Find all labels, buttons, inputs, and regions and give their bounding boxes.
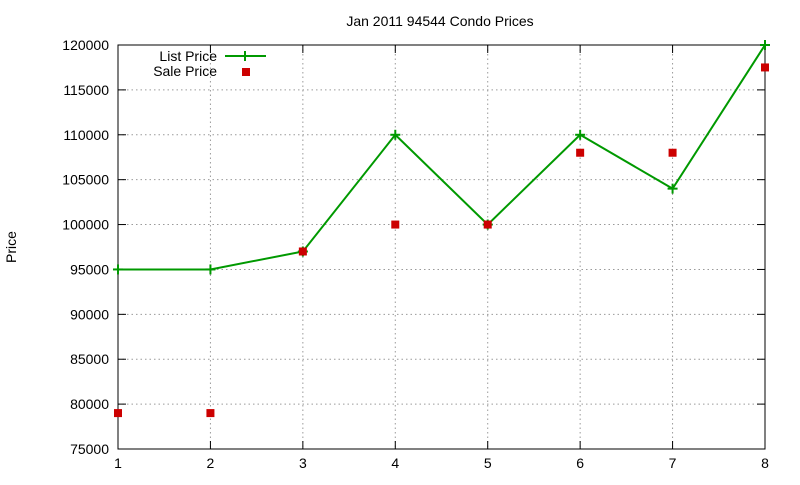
x-tick-label: 5 <box>484 455 492 471</box>
sale-price-point <box>761 63 769 72</box>
x-tick-label: 7 <box>669 455 677 471</box>
sale-price-point <box>576 148 585 157</box>
list-price-line <box>118 44 766 271</box>
y-tick-label: 110000 <box>63 127 109 143</box>
legend-label-sale-price: Sale Price <box>153 63 217 79</box>
list-price-point <box>113 264 123 275</box>
y-tick-label: 90000 <box>70 306 109 322</box>
list-price-point <box>760 40 770 50</box>
sale-price-point <box>298 247 307 256</box>
list-price-point <box>575 129 586 140</box>
x-tick-label: 2 <box>207 455 215 471</box>
list-price-point <box>667 183 678 194</box>
sale-price-point <box>206 409 215 418</box>
x-tick-label: 4 <box>391 455 399 471</box>
plot-border <box>117 44 766 450</box>
y-tick-label: 105000 <box>62 172 109 188</box>
y-axis-label: Price <box>3 231 19 263</box>
grid <box>118 45 765 449</box>
y-tick-label: 85000 <box>70 351 109 367</box>
sale-price-point <box>483 220 492 229</box>
sale-price-point <box>391 220 400 229</box>
list-price-point <box>390 129 401 140</box>
axis-ticks: 75000 80000 85000 90000 95000 100000 105000 110… <box>62 37 769 471</box>
x-tick-label: 3 <box>299 455 307 471</box>
y-tick-label: 80000 <box>70 396 109 412</box>
y-tick-label: 75000 <box>70 441 109 457</box>
sale-price-point <box>668 148 677 157</box>
x-tick-label: 8 <box>761 455 769 471</box>
y-tick-label: 95000 <box>70 261 109 277</box>
series-group <box>113 40 770 418</box>
x-tick-label: 6 <box>576 455 584 471</box>
y-tick-label: 120000 <box>62 37 109 53</box>
legend-swatch-sale-price <box>242 68 250 76</box>
chart-title: Jan 2011 94544 Condo Prices <box>346 13 533 29</box>
list-price-point <box>205 264 216 275</box>
legend: List Price Sale Price <box>153 48 266 79</box>
y-tick-label: 100000 <box>62 217 109 233</box>
y-tick-label: 115000 <box>63 82 109 98</box>
x-tick-label: 1 <box>114 455 122 471</box>
sale-price-point <box>114 409 122 418</box>
legend-label-list-price: List Price <box>159 48 217 64</box>
